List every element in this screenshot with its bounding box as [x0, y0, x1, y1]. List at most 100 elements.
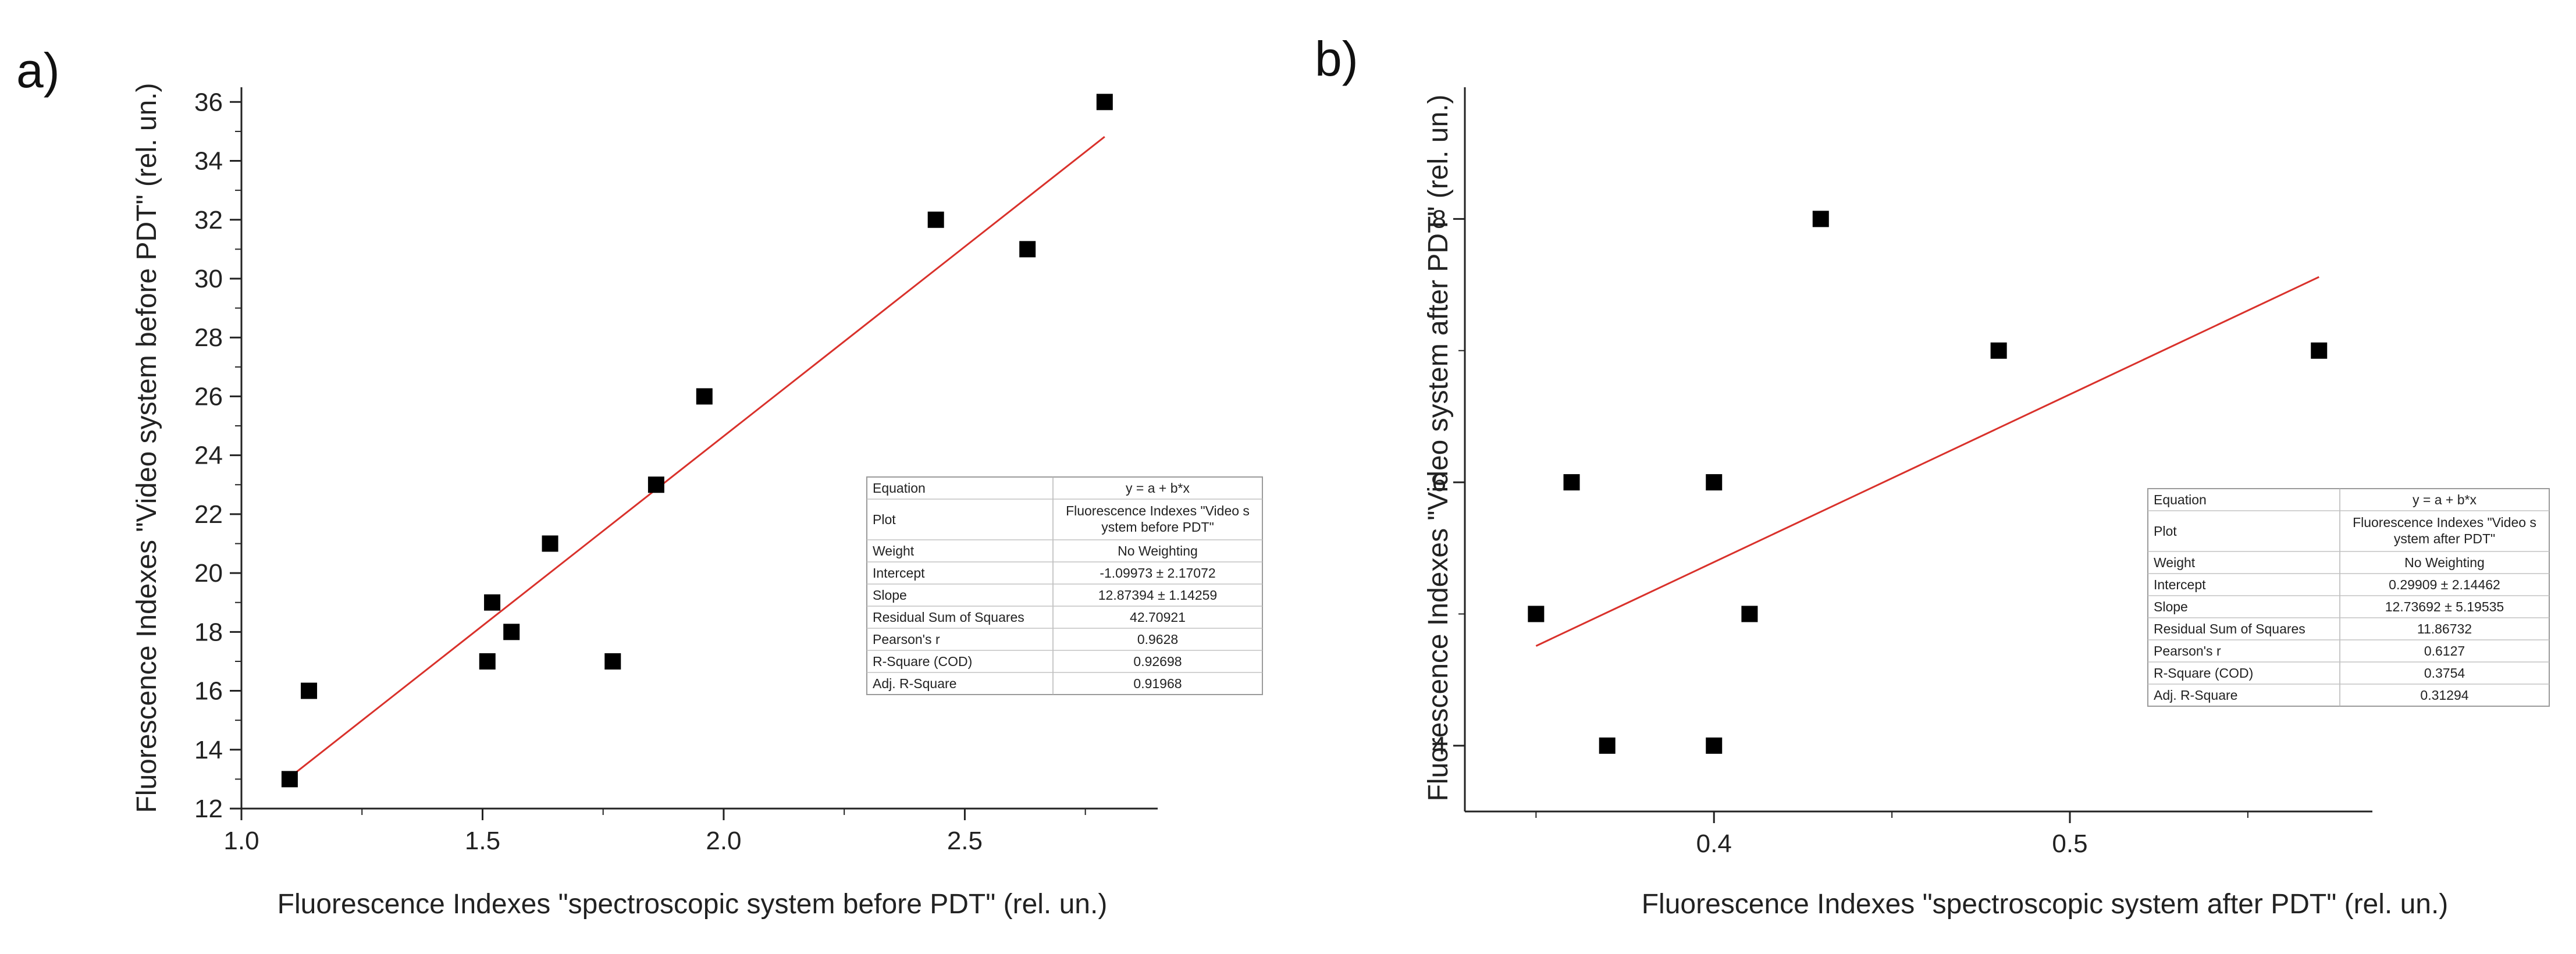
x-tick-label: 2.5	[947, 827, 983, 855]
stats-value: Fluorescence Indexes "Video s	[1066, 503, 1250, 518]
data-point	[696, 388, 713, 405]
stats-label: R-Square (COD)	[873, 654, 972, 669]
stats-label: Plot	[2154, 524, 2177, 539]
data-point	[503, 624, 520, 640]
stats-value: 0.6127	[2424, 643, 2465, 658]
stats-value: 12.73692 ± 5.19535	[2385, 599, 2504, 614]
data-point	[1706, 474, 1723, 491]
stats-value: 0.31294	[2420, 688, 2468, 703]
data-point	[281, 771, 298, 788]
y-tick-label: 16	[194, 677, 223, 706]
stats-value: -1.09973 ± 2.17072	[1100, 565, 1215, 581]
stats-label: Weight	[873, 543, 915, 558]
y-tick-label: 32	[194, 206, 223, 234]
y-tick-label: 14	[194, 736, 223, 764]
y-tick-label: 18	[194, 618, 223, 646]
stats-value: 0.9628	[1137, 632, 1178, 647]
stats-label: Slope	[873, 588, 907, 603]
data-point	[1599, 737, 1616, 754]
data-points	[281, 94, 1113, 788]
data-point	[484, 594, 501, 611]
y-tick-label: 4	[1432, 732, 1446, 760]
panel-label: b)	[1315, 31, 1358, 86]
stats-label: Weight	[2154, 555, 2196, 570]
x-axis-title: Fluorescence Indexes "spectroscopic syst…	[1642, 889, 2449, 920]
stats-label: Pearson's r	[2154, 643, 2221, 658]
stats-label: Plot	[873, 512, 896, 527]
stats-label: Pearson's r	[873, 632, 940, 647]
stats-table-frame	[2147, 488, 2550, 707]
data-point	[927, 211, 944, 228]
y-tick-label: 28	[194, 323, 223, 352]
stats-value: 0.92698	[1133, 654, 1182, 669]
axes	[1464, 87, 2372, 813]
stats-label: Residual Sum of Squares	[2154, 621, 2305, 636]
data-point	[1741, 606, 1758, 622]
data-point	[1990, 342, 2007, 359]
y-tick-label: 36	[194, 88, 223, 116]
stats-table: Equation y = a + b*x Plot Fluorescence Inde…	[2147, 488, 2550, 707]
y-tick-label: 22	[194, 500, 223, 529]
data-point	[604, 653, 621, 670]
y-axis-title: Fluorescence Indexes "Video system after…	[1423, 94, 1454, 801]
stats-value: 0.91968	[1133, 676, 1182, 691]
data-point	[1528, 606, 1545, 622]
stats-label: Residual Sum of Squares	[873, 610, 1024, 625]
fit-line	[1535, 276, 2319, 647]
data-point	[542, 535, 558, 552]
x-ticks: 0.4 0.5	[1535, 811, 2248, 858]
data-point	[1812, 211, 1829, 227]
stats-value: 42.70921	[1130, 610, 1186, 625]
x-ticks: 1.0 1.5 2.0 2.5	[223, 809, 1086, 855]
stats-value: y = a + b*x	[1126, 480, 1190, 496]
stats-label: Adj. R-Square	[2154, 688, 2237, 703]
y-tick-label: 8	[1432, 205, 1446, 233]
data-point	[647, 476, 664, 493]
x-tick-label: 1.0	[223, 827, 259, 855]
x-tick-label: 0.5	[2052, 830, 2087, 858]
x-tick-label: 0.4	[1696, 830, 1732, 858]
stats-label: Intercept	[2154, 577, 2206, 592]
stats-value: 11.86732	[2417, 621, 2472, 636]
data-point	[1096, 94, 1113, 111]
stats-label: R-Square (COD)	[2154, 665, 2253, 681]
data-point	[1706, 737, 1723, 754]
stats-label: Adj. R-Square	[873, 676, 956, 691]
stats-table: Equation y = a + b*x Plot Fluorescence Inde…	[866, 476, 1263, 695]
stats-value: No Weighting	[1118, 543, 1198, 558]
chart-a: a) 1.0 1.5 2.0 2.5 12 14 16 18 20 22 24 26 28 30 32 34 36…	[16, 43, 1263, 920]
data-point	[1563, 474, 1580, 491]
data-points	[1528, 211, 2328, 754]
x-tick-label: 2.0	[706, 827, 741, 855]
stats-value: ystem after PDT"	[2394, 531, 2495, 546]
y-tick-label: 34	[194, 147, 223, 176]
y-tick-label: 26	[194, 382, 223, 411]
panel-label: a)	[16, 43, 60, 98]
stats-label: Equation	[2154, 492, 2207, 507]
stats-value: y = a + b*x	[2413, 492, 2477, 507]
stats-value: 0.29909 ± 2.14462	[2389, 577, 2500, 592]
y-tick-label: 12	[194, 795, 223, 823]
y-tick-label: 30	[194, 265, 223, 293]
y-ticks: 12 14 16 18 20 22 24 26 28 30 32 34 36	[194, 88, 241, 823]
y-tick-label: 20	[194, 559, 223, 588]
y-tick-label: 24	[194, 442, 223, 470]
stats-value: Fluorescence Indexes "Video s	[2353, 515, 2536, 530]
data-point	[479, 653, 496, 670]
stats-value: ystem before PDT"	[1101, 519, 1214, 535]
stats-value: No Weighting	[2404, 555, 2485, 570]
stats-label: Equation	[873, 480, 926, 496]
y-axis-title: Fluorescence Indexes "Video system befor…	[131, 83, 162, 813]
stats-label: Slope	[2154, 599, 2188, 614]
x-tick-label: 1.5	[465, 827, 500, 855]
stats-value: 0.3754	[2424, 665, 2465, 681]
data-point	[2311, 342, 2328, 359]
stats-table-frame	[866, 476, 1263, 695]
stats-label: Intercept	[873, 565, 925, 581]
y-tick-label: 6	[1432, 468, 1446, 497]
fit-line	[289, 136, 1105, 778]
y-ticks: 4 6 8	[1432, 205, 1465, 760]
data-point	[1019, 241, 1036, 258]
stats-value: 12.87394 ± 1.14259	[1098, 588, 1217, 603]
